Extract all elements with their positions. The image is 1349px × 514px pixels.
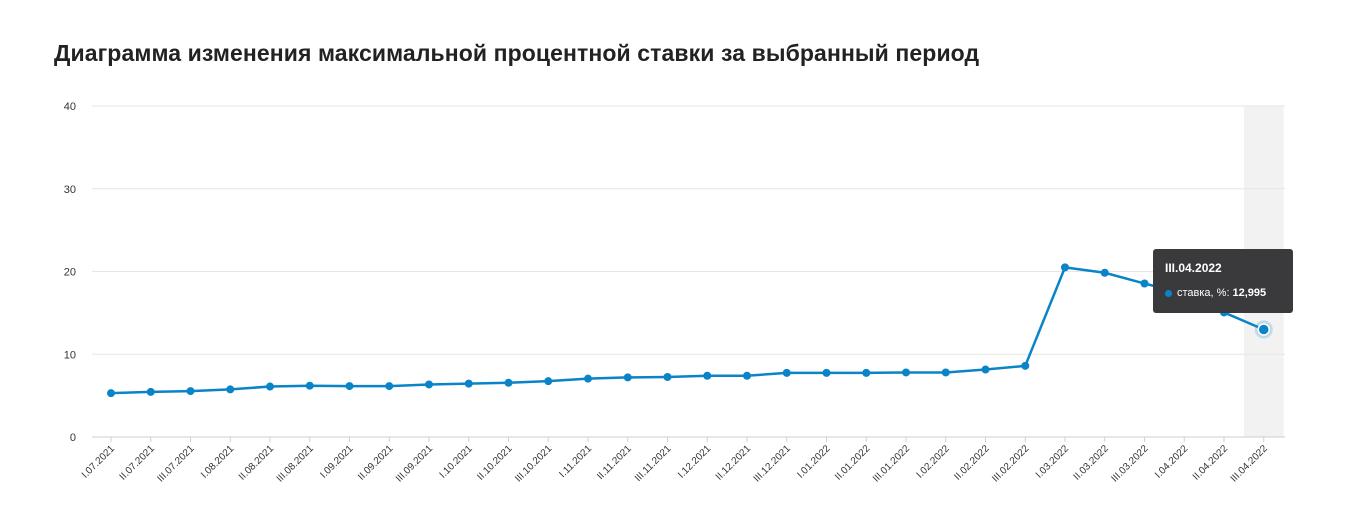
y-tick-label: 20 bbox=[64, 267, 76, 279]
data-point bbox=[1140, 279, 1149, 288]
x-tick-label: III.11.2021 bbox=[633, 443, 674, 484]
x-tick-label: II.12.2021 bbox=[714, 443, 754, 483]
data-point bbox=[822, 368, 831, 377]
x-tick-label: II.11.2021 bbox=[595, 443, 634, 482]
x-tick-label: I.04.2022 bbox=[1153, 443, 1191, 481]
data-point bbox=[266, 382, 274, 391]
data-point bbox=[544, 377, 553, 386]
x-tick-label: II.03.2022 bbox=[1072, 443, 1112, 483]
data-point bbox=[902, 368, 910, 377]
x-tick-label: III.01.2022 bbox=[871, 443, 913, 485]
chart-title: Диаграмма изменения максимальной процент… bbox=[54, 40, 980, 66]
x-tick-label: III.08.2021 bbox=[275, 443, 317, 485]
data-point bbox=[584, 374, 592, 383]
series-line bbox=[110, 266, 1265, 395]
tooltip-row: ставка, %: 12,995 bbox=[1165, 287, 1281, 299]
tooltip-title: III.04.2022 bbox=[1165, 261, 1222, 275]
x-tick-label: III.07.2021 bbox=[155, 443, 197, 485]
x-tick-label: III.02.2022 bbox=[990, 443, 1032, 485]
active-data-point bbox=[1257, 323, 1270, 336]
data-point bbox=[981, 365, 990, 374]
x-tick-label: III.03.2022 bbox=[1109, 443, 1151, 485]
data-point bbox=[941, 368, 950, 377]
data-point bbox=[1100, 268, 1109, 277]
x-tick-label: III.04.2022 bbox=[1229, 443, 1271, 485]
data-point bbox=[663, 373, 672, 382]
x-tick-label: II.04.2022 bbox=[1191, 443, 1231, 483]
y-tick-label: 40 bbox=[64, 101, 76, 113]
data-point bbox=[305, 381, 314, 390]
data-point bbox=[425, 380, 433, 389]
data-point bbox=[226, 385, 235, 394]
data-point bbox=[186, 387, 195, 396]
x-tick-label: III.12.2021 bbox=[752, 443, 794, 485]
chart-tooltip: III.04.2022 ставка, %: 12,995 bbox=[1153, 249, 1293, 313]
data-point bbox=[385, 382, 394, 391]
data-point bbox=[464, 379, 473, 388]
data-point bbox=[146, 387, 155, 396]
x-tick-label: III.10.2021 bbox=[513, 443, 555, 485]
data-point bbox=[623, 373, 632, 382]
series-marker-icon bbox=[1165, 289, 1172, 297]
x-tick-label: III.09.2021 bbox=[394, 443, 436, 485]
data-point bbox=[743, 371, 751, 380]
y-tick-label: 30 bbox=[64, 184, 76, 196]
data-point bbox=[107, 389, 115, 398]
x-tick-label: I.09.2021 bbox=[318, 443, 356, 481]
data-point bbox=[862, 368, 871, 377]
data-point bbox=[504, 378, 513, 387]
data-point bbox=[1061, 263, 1069, 272]
x-tick-label: I.03.2022 bbox=[1034, 443, 1072, 481]
x-tick-label: I.11.2021 bbox=[557, 443, 594, 480]
x-tick-label: I.12.2021 bbox=[676, 443, 714, 481]
data-point bbox=[1021, 361, 1030, 370]
data-point bbox=[782, 368, 791, 377]
data-point bbox=[703, 371, 712, 380]
data-point bbox=[345, 382, 354, 391]
x-tick-label: II.07.2021 bbox=[118, 443, 158, 483]
tooltip-value: 12,995 bbox=[1232, 287, 1267, 299]
tooltip-series-label: ставка, %: bbox=[1177, 287, 1230, 299]
x-tick-label: I.07.2021 bbox=[80, 443, 118, 481]
x-tick-label: II.10.2021 bbox=[475, 443, 515, 483]
x-tick-label: I.08.2021 bbox=[199, 443, 237, 481]
x-tick-label: I.02.2022 bbox=[915, 443, 953, 481]
x-tick-label: I.10.2021 bbox=[438, 443, 476, 481]
x-tick-label: I.01.2022 bbox=[795, 443, 833, 481]
x-tick-label: II.01.2022 bbox=[833, 443, 873, 483]
y-tick-label: 0 bbox=[70, 432, 76, 444]
y-tick-label: 10 bbox=[64, 349, 76, 361]
x-tick-label: II.09.2021 bbox=[356, 443, 396, 483]
x-tick-label: II.02.2022 bbox=[952, 443, 992, 483]
x-tick-label: II.08.2021 bbox=[237, 443, 277, 483]
